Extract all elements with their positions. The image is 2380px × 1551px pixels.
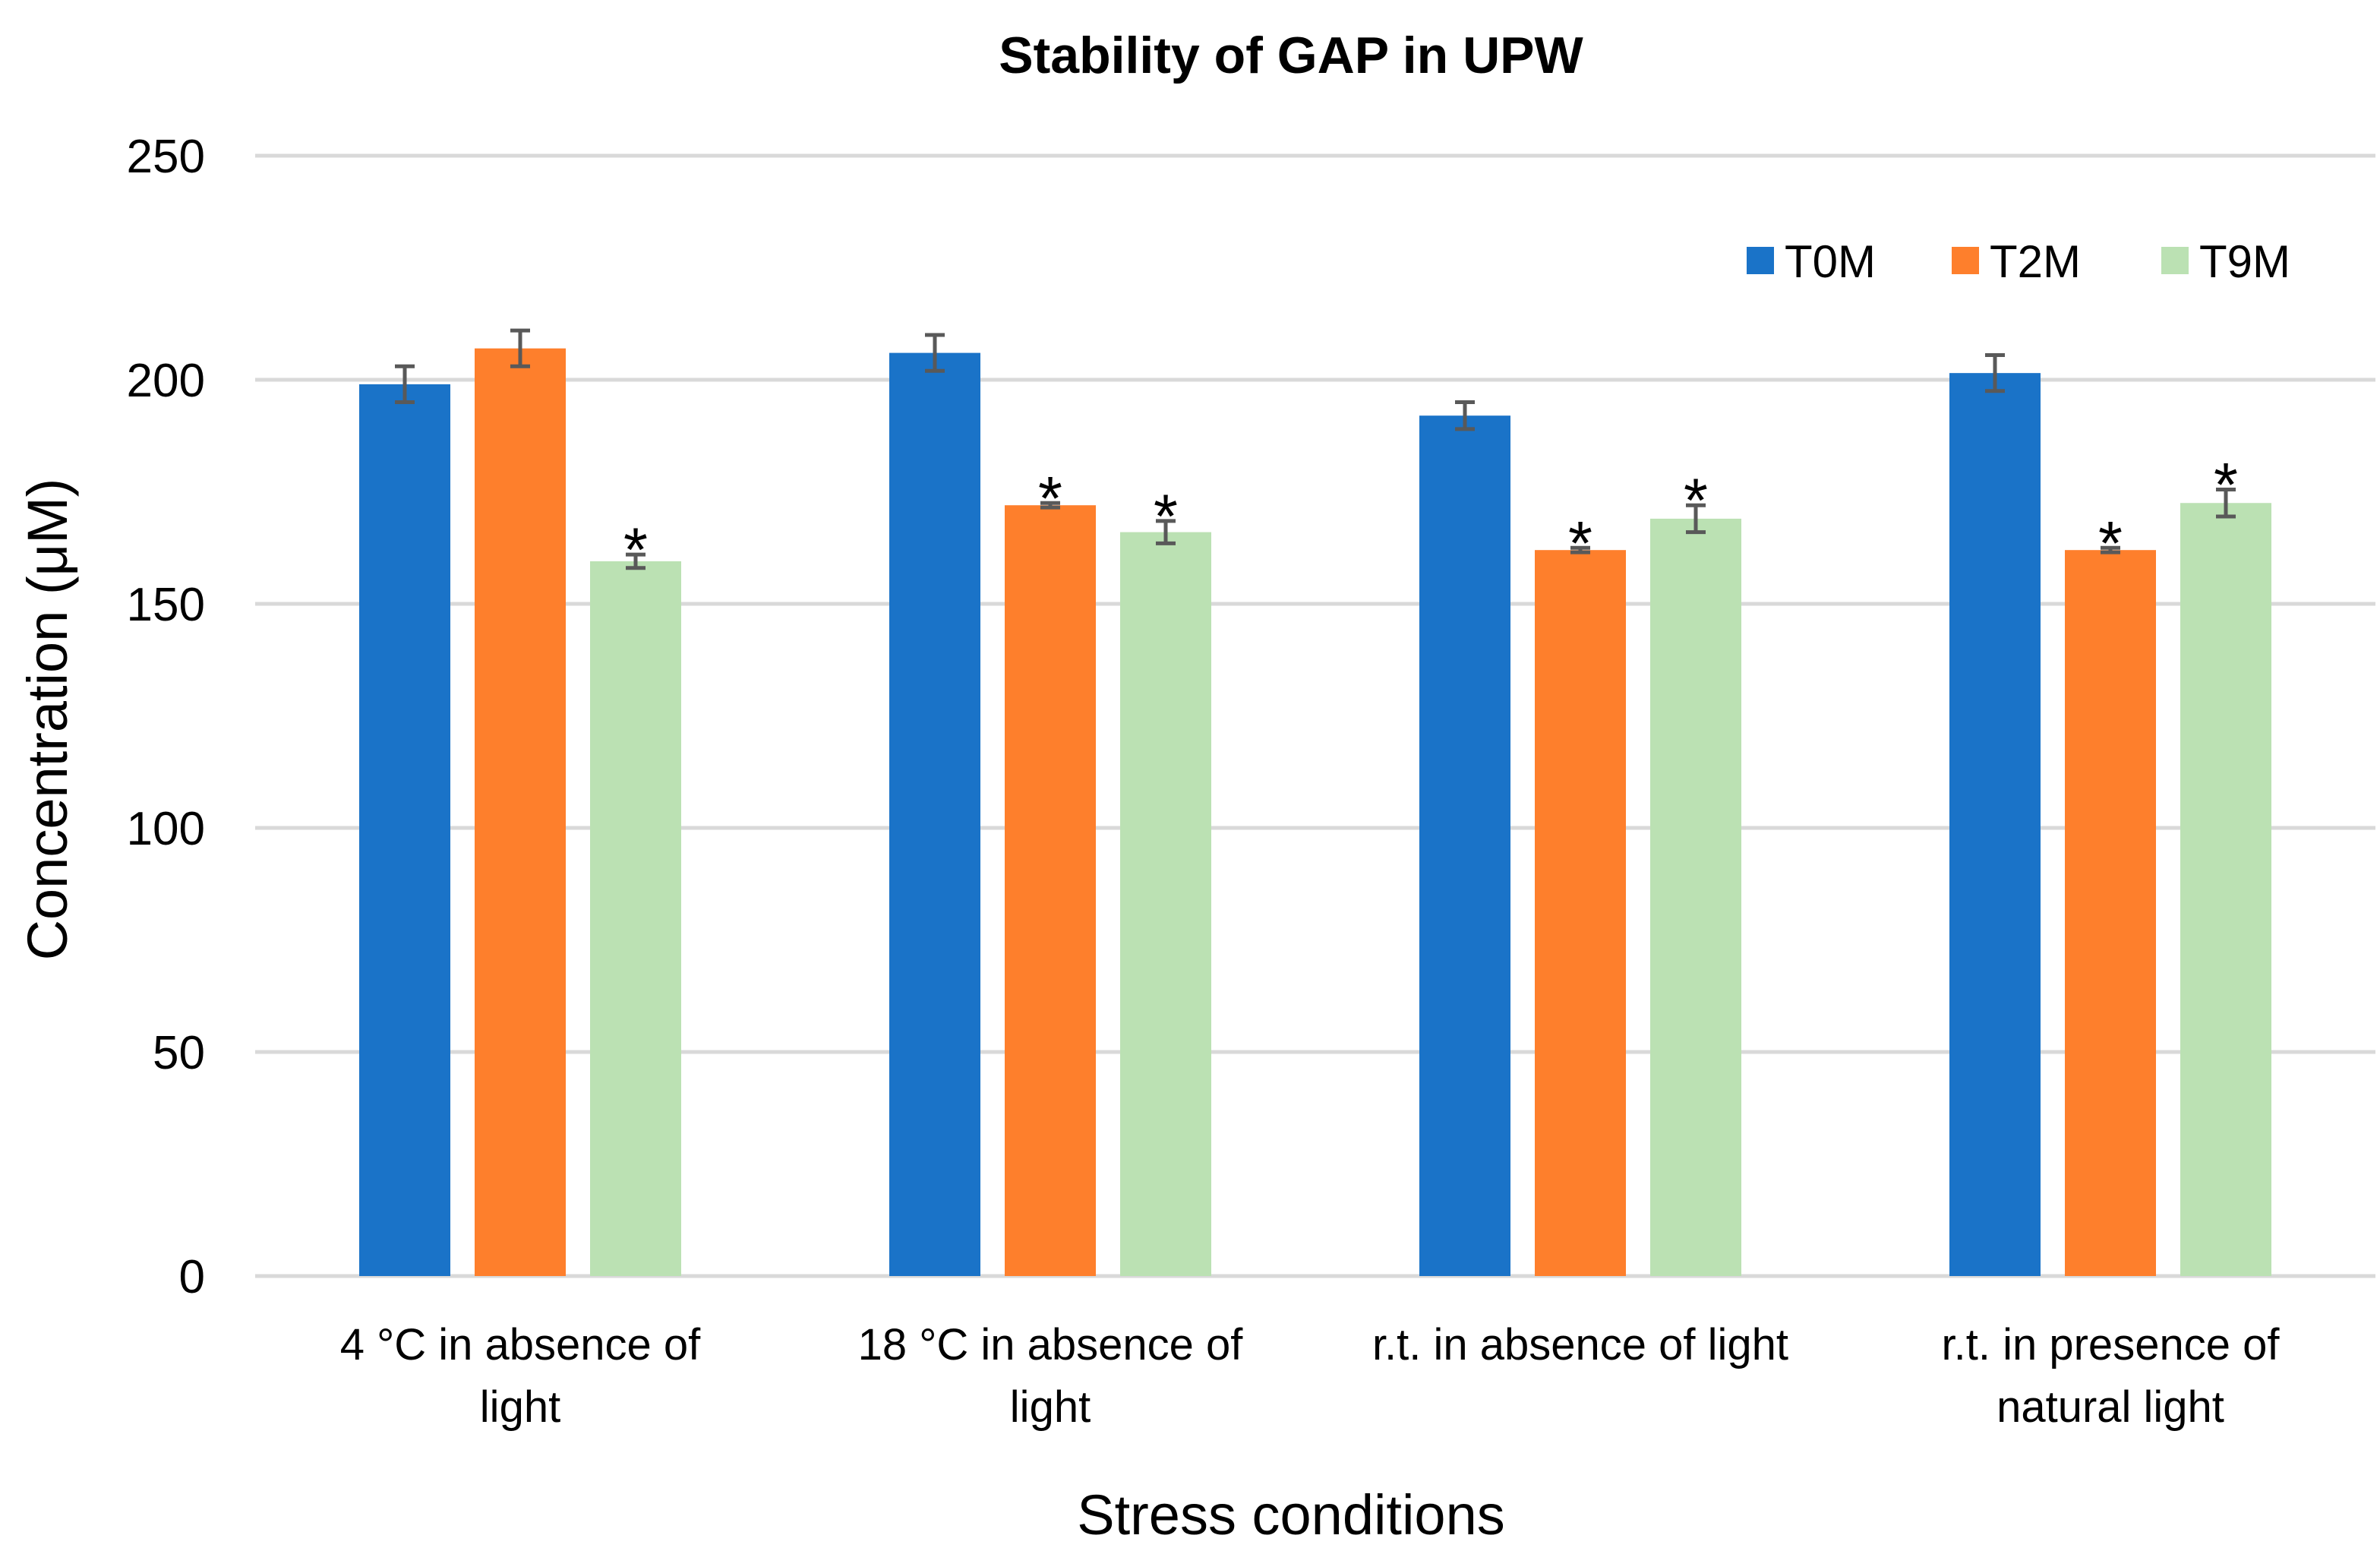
error-bar [1570,545,1590,554]
x-category-label: light [1010,1382,1091,1432]
bar-t0m-4 [1949,373,2041,1276]
significance-markers: * * * * * * * [623,451,2238,586]
error-bar [2101,545,2120,554]
x-category-label: r.t. in presence of [1942,1320,2281,1369]
legend-item-t0m: T0M [1747,236,1876,287]
legend-item-t9m: T9M [2161,236,2290,287]
legend-swatch [2161,247,2189,274]
bar-t0m-2 [889,352,980,1277]
gridlines [255,153,2375,1278]
error-bar [1040,501,1060,510]
bars [359,348,2271,1277]
error-bar [2216,488,2236,519]
significance-asterisk: * [2098,509,2123,578]
bar-t0m-3 [1419,415,1510,1277]
y-tick-label: 50 [153,1027,205,1079]
error-bar [510,328,530,368]
bar-t2m-4 [2065,550,2156,1276]
legend-label: T0M [1785,236,1876,287]
bar-t2m-3 [1535,550,1626,1276]
y-axis-label: Concentration (μM) [16,479,79,961]
bar-t9m-2 [1120,532,1211,1276]
bar-t9m-3 [1650,518,1741,1276]
bar-t9m-4 [2180,503,2271,1276]
bar-t2m-1 [475,348,566,1277]
significance-asterisk: * [1154,482,1178,551]
significance-asterisk: * [2214,451,2238,520]
error-bar [1455,400,1475,431]
x-category-label: r.t. in absence of light [1372,1320,1788,1369]
error-bar [1686,503,1706,535]
legend-swatch [1747,247,1774,274]
y-tick-label: 200 [127,355,205,407]
error-bar [925,333,945,373]
y-tick-label: 250 [127,131,205,183]
error-bar [1156,519,1176,545]
x-axis-categories: 4 °C in absence of light 18 °C in absence … [340,1320,2281,1432]
chart-title: Stability of GAP in UPW [999,27,1583,84]
y-axis-ticks: 0 50 100 150 200 250 [127,131,205,1303]
bar-t9m-1 [590,561,681,1276]
significance-asterisk: * [1568,509,1592,578]
legend-label: T9M [2199,236,2290,287]
legend-item-t2m: T2M [1952,236,2081,287]
significance-asterisk: * [1038,464,1062,533]
error-bar [626,552,646,570]
y-tick-label: 0 [179,1251,205,1303]
error-bar [1985,353,2005,393]
bar-t2m-2 [1005,505,1096,1276]
x-category-label: 4 °C in absence of [340,1320,701,1369]
legend-swatch [1952,247,1979,274]
x-axis-label: Stress conditions [1077,1483,1505,1546]
legend: T0M T2M T9M [1747,236,2290,287]
y-tick-label: 100 [127,803,205,855]
bar-t0m-1 [359,384,450,1276]
x-category-label: 18 °C in absence of [858,1320,1244,1369]
y-tick-label: 150 [127,579,205,631]
legend-label: T2M [1990,236,2081,287]
x-category-label: natural light [1996,1382,2224,1432]
x-category-label: light [480,1382,560,1432]
significance-asterisk: * [1684,466,1708,535]
significance-asterisk: * [623,516,648,585]
error-bars [395,328,2236,570]
error-bar [395,364,415,404]
